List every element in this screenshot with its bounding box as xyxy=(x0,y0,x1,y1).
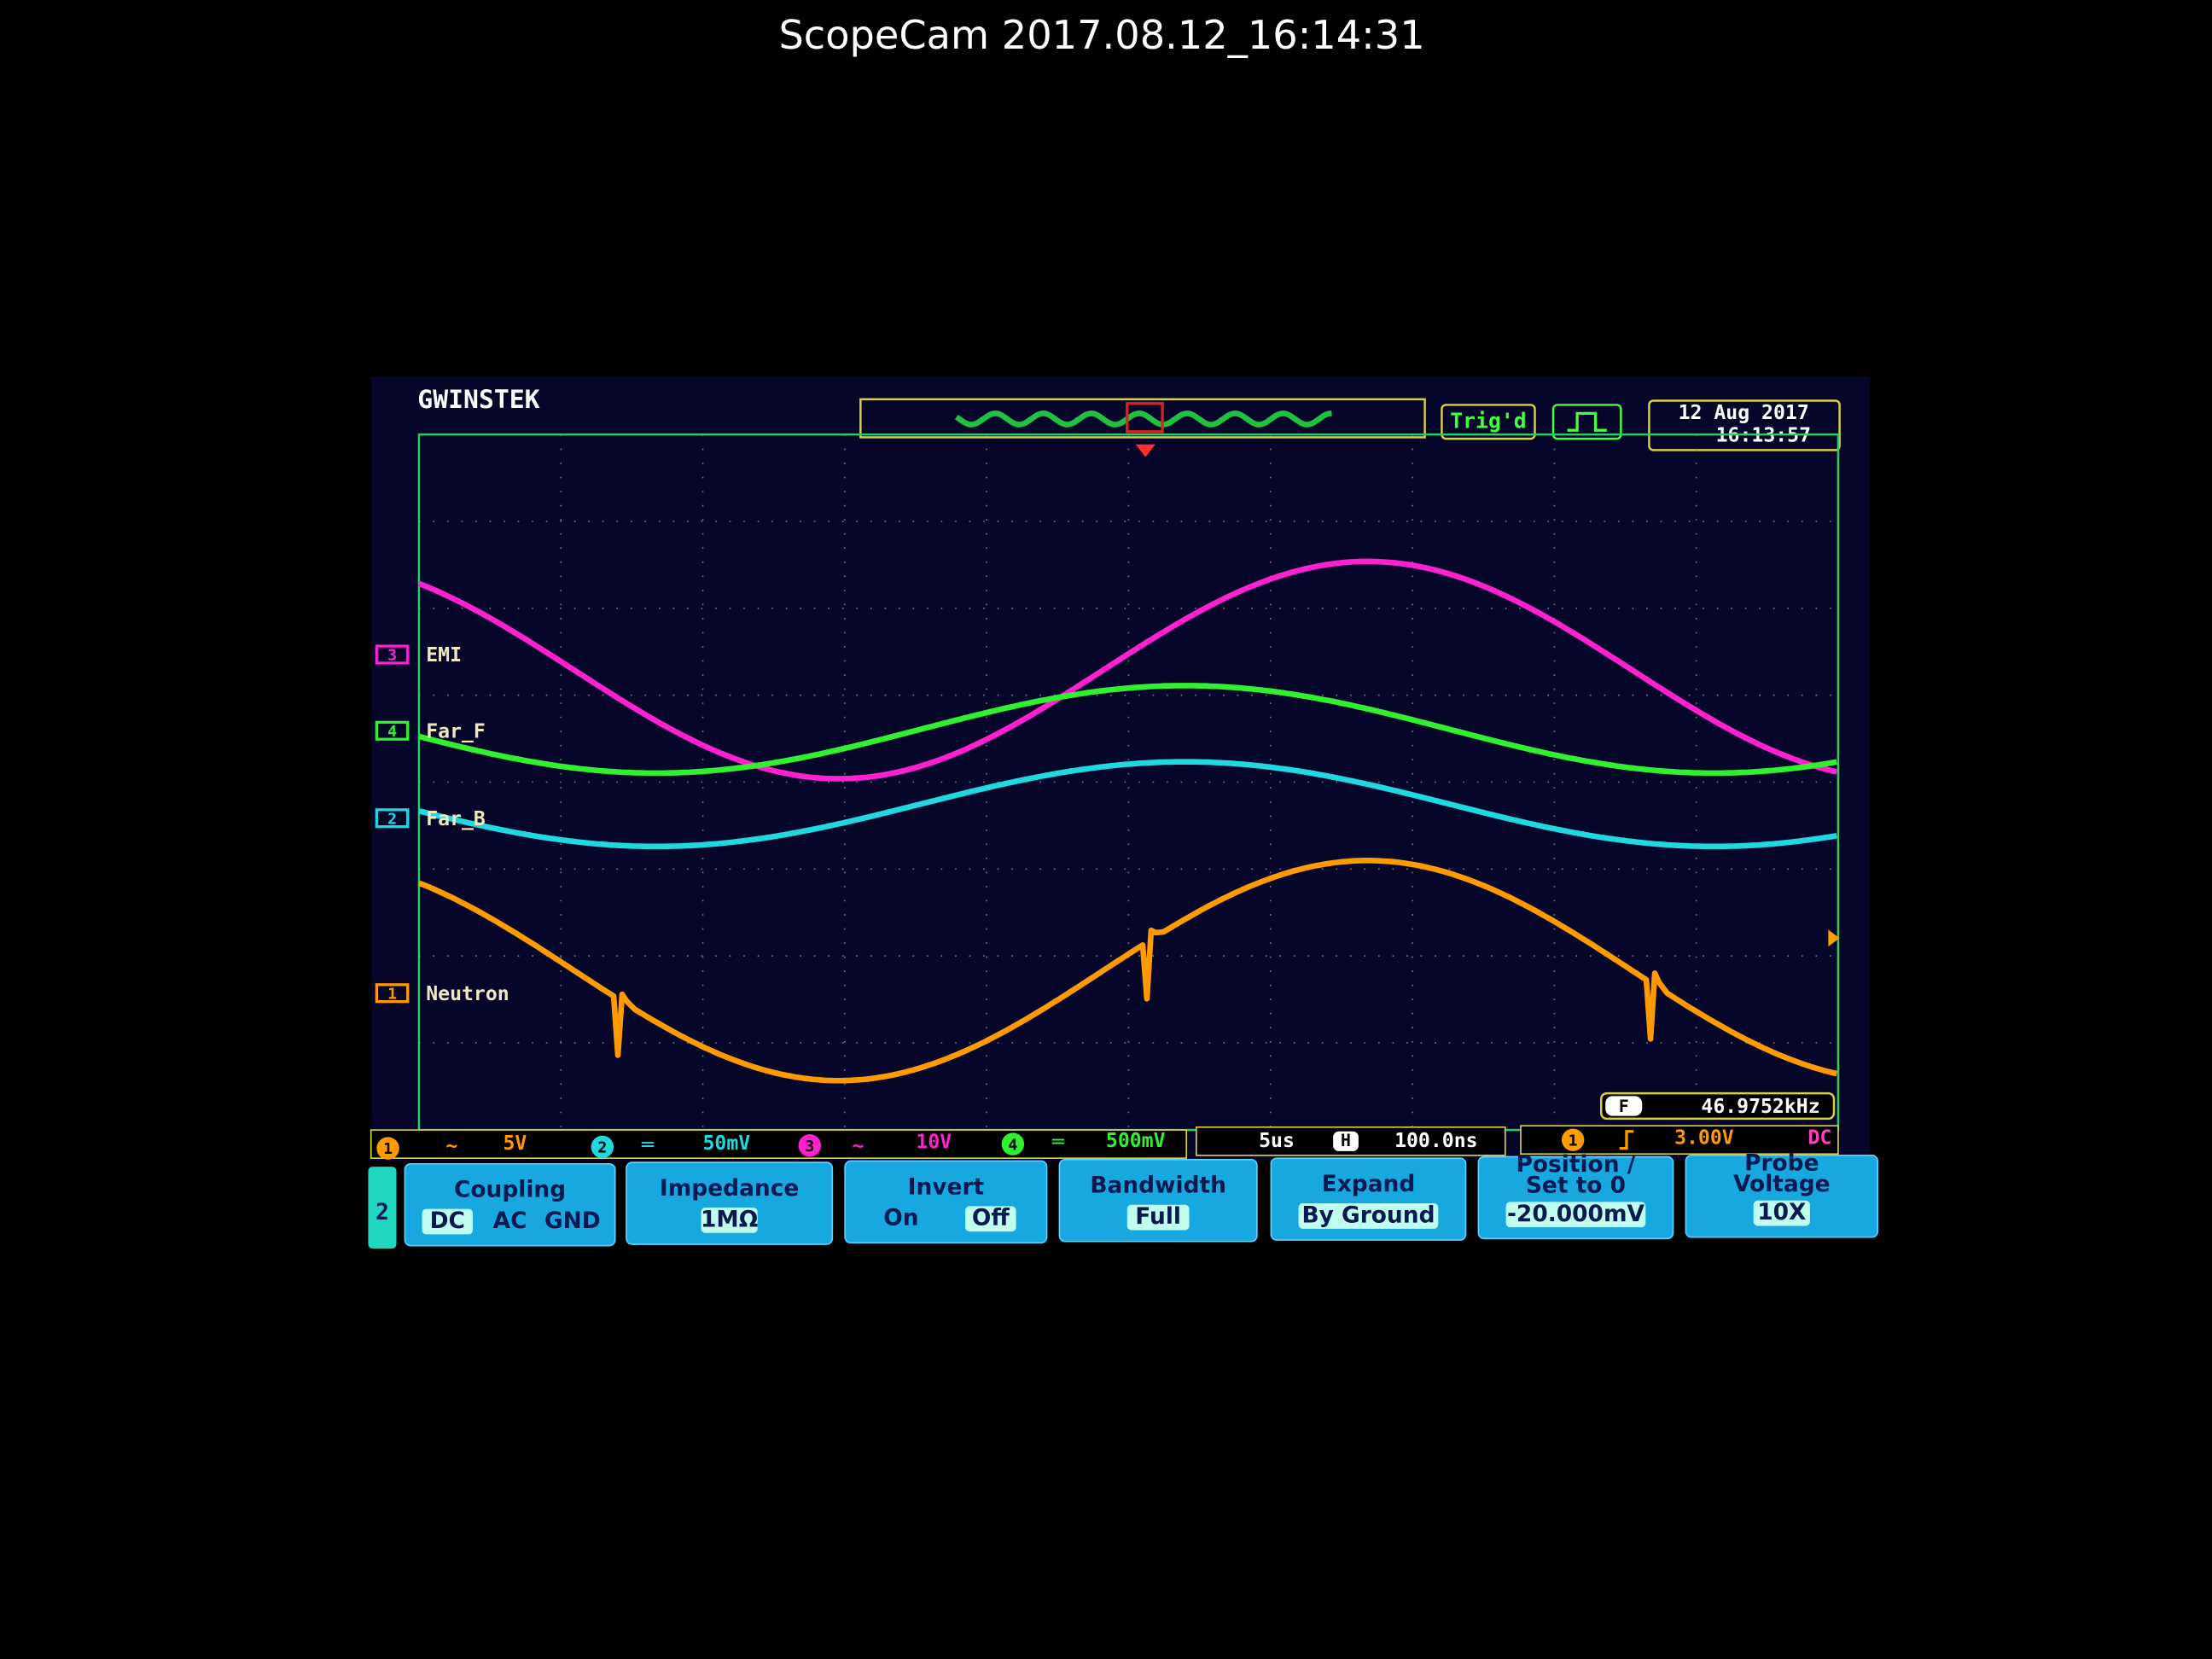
menu-button[interactable] xyxy=(1058,1158,1258,1243)
trigger-coupling: DC xyxy=(1808,1127,1832,1150)
menu-title: Voltage xyxy=(1733,1171,1831,1197)
menu-button[interactable] xyxy=(626,1161,834,1245)
value-highlight xyxy=(1505,1202,1646,1228)
menu-value[interactable]: 1MΩ xyxy=(701,1206,758,1232)
ch3-number: 3 xyxy=(387,647,397,665)
ch2-marker xyxy=(375,808,410,829)
datetime-box xyxy=(1648,399,1841,451)
ch3-coupling-icon: ~ xyxy=(852,1135,864,1157)
menu-title: Invert xyxy=(908,1173,985,1200)
ch2-label: Far_B xyxy=(426,808,486,830)
menu-title: Position / xyxy=(1516,1151,1636,1178)
date: 12 Aug 2017 xyxy=(1679,402,1809,424)
menu-channel-tab xyxy=(368,1167,397,1249)
menu-value[interactable]: -20.000mV xyxy=(1507,1201,1645,1227)
overview-window xyxy=(1126,402,1164,434)
menu-title: Expand xyxy=(1322,1171,1416,1197)
menu-title: Coupling xyxy=(454,1177,566,1203)
header-title: ScopeCam 2017.08.12_16:14:31 xyxy=(778,12,1424,58)
ch4-number: 4 xyxy=(387,723,397,741)
menu-title: Probe xyxy=(1744,1150,1819,1176)
ch4-label: Far_F xyxy=(426,720,486,742)
option-highlight xyxy=(422,1208,474,1235)
ch4-marker xyxy=(375,720,410,741)
timebase: 5us xyxy=(1259,1130,1295,1152)
ch3-badge xyxy=(798,1134,822,1157)
ch1-marker xyxy=(375,983,410,1004)
menu-title: Impedance xyxy=(660,1175,799,1202)
trigger-mode-box xyxy=(1551,404,1622,440)
trigger-source: 1 xyxy=(1569,1132,1578,1150)
trigger-status: Trig'd xyxy=(1450,408,1527,433)
trigger-level: 3.00V xyxy=(1674,1127,1734,1150)
ch1-coupling-icon: ~ xyxy=(445,1135,457,1157)
trigger-slope-icon xyxy=(1619,1130,1634,1150)
menu-option[interactable]: DC xyxy=(430,1208,465,1234)
ch1-number: 1 xyxy=(387,985,397,1003)
value-highlight xyxy=(701,1208,758,1233)
value-highlight xyxy=(1298,1203,1439,1229)
trigger-mode-icon xyxy=(1567,411,1607,432)
menu-title: Bandwidth xyxy=(1090,1173,1226,1199)
brand: GWINSTEK xyxy=(417,385,539,415)
ch3-marker xyxy=(375,644,410,665)
menu-bar: Coupling DC AC GND Impedance 1MΩ Invert On Off Ba… xyxy=(404,1150,1879,1247)
ch4-coupling-icon: ═ xyxy=(1051,1131,1065,1153)
ch2-badge-number: 2 xyxy=(597,1139,607,1157)
ch3-badge-number: 3 xyxy=(805,1138,814,1155)
trigger-position-marker xyxy=(1135,444,1155,457)
overview-trace xyxy=(954,410,1332,428)
ch2-badge xyxy=(591,1135,614,1159)
menu-option[interactable]: AC xyxy=(493,1208,527,1234)
channel-markers: 3 EMI 4 Far_F 2 Far_B 1 Neutron xyxy=(375,644,509,1005)
frequency-box xyxy=(1599,1091,1836,1121)
ch1-label: Neutron xyxy=(426,983,509,1005)
menu-option[interactable]: GND xyxy=(544,1208,601,1234)
status-bar: 1 ~ 5V 2 ═ 50mV 3 ~ 10V 4 ═ 500mV 5us H … xyxy=(370,1125,1839,1160)
trigger-level-marker xyxy=(1828,929,1840,947)
ch3-label: EMI xyxy=(426,644,462,667)
ch4-badge xyxy=(1001,1132,1025,1155)
menu-button[interactable] xyxy=(1685,1155,1879,1238)
option-highlight xyxy=(965,1206,1016,1232)
ch1-scale: 5V xyxy=(503,1132,527,1155)
horizontal-badge xyxy=(1333,1131,1359,1151)
ch1-badge xyxy=(376,1137,399,1160)
frequency-value: 46.9752kHz xyxy=(1701,1096,1819,1118)
horizontal-label: H xyxy=(1341,1131,1351,1150)
ch4-scale: 500mV xyxy=(1106,1130,1166,1152)
overview-box xyxy=(859,398,1426,439)
menu-value[interactable]: By Ground xyxy=(1301,1202,1435,1228)
ch3-scale: 10V xyxy=(916,1131,952,1153)
frequency-label: F xyxy=(1619,1097,1629,1116)
horizontal-value: 100.0ns xyxy=(1394,1130,1477,1152)
channel-status-box xyxy=(370,1129,1188,1159)
value-highlight xyxy=(1126,1204,1190,1231)
value-highlight xyxy=(1753,1200,1810,1226)
trace-ch2 xyxy=(418,759,1837,850)
trigger-status-box xyxy=(1441,404,1536,440)
trace-ch3 xyxy=(417,558,1838,782)
frequency-badge xyxy=(1605,1096,1643,1116)
trace-ch1 xyxy=(417,858,1838,1084)
menu-option[interactable]: On xyxy=(883,1205,918,1231)
menu-option[interactable]: Off xyxy=(972,1205,1010,1231)
ch1-badge-number: 1 xyxy=(383,1140,393,1158)
ch2-scale: 50mV xyxy=(702,1132,750,1155)
menu-value[interactable]: 10X xyxy=(1757,1199,1806,1225)
menu-channel: 2 xyxy=(375,1199,389,1225)
ch2-number: 2 xyxy=(387,810,397,828)
menu-value[interactable]: Full xyxy=(1135,1203,1181,1230)
ch2-coupling-icon: ═ xyxy=(641,1134,655,1156)
ch4-badge-number: 4 xyxy=(1008,1136,1017,1154)
menu-title: Set to 0 xyxy=(1526,1173,1626,1199)
trace-ch4 xyxy=(418,683,1837,777)
trigger-source-badge xyxy=(1561,1128,1585,1151)
